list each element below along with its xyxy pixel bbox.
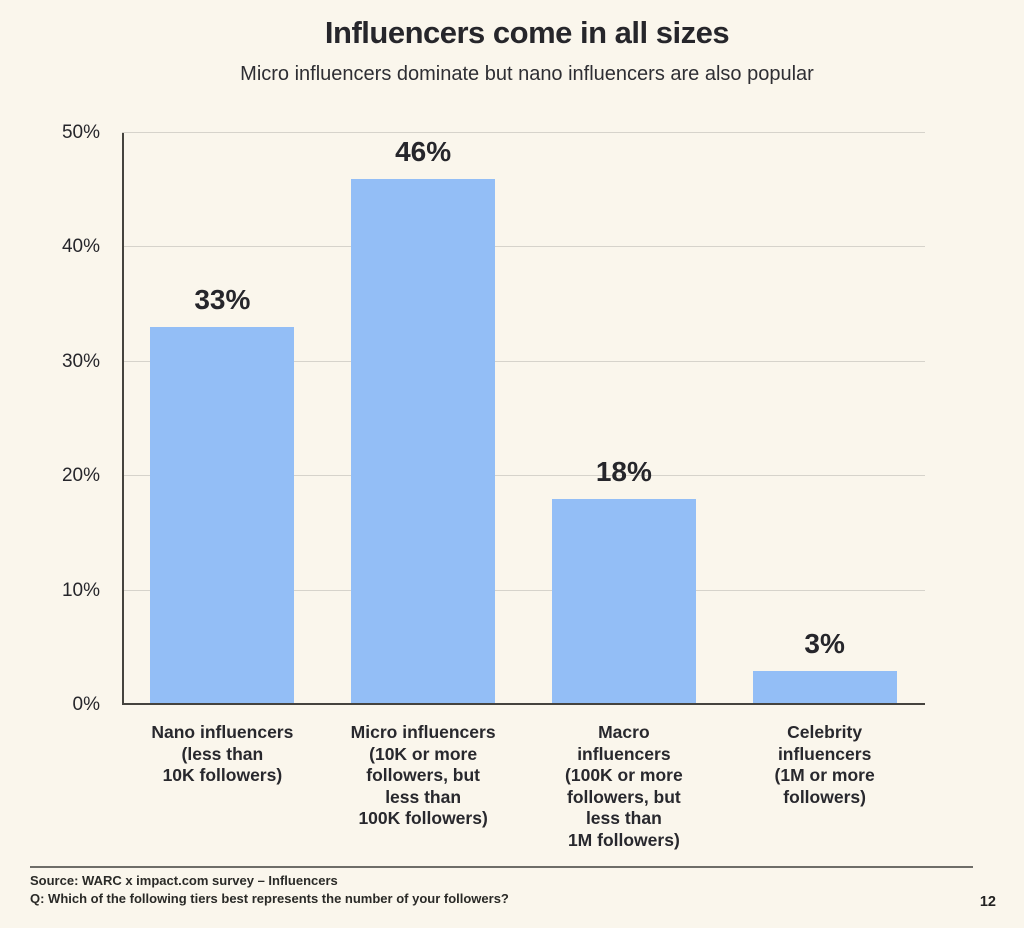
gridline-50: [122, 132, 925, 133]
bar-macro-influencers: [551, 499, 696, 705]
gridline-20: [122, 475, 925, 477]
gridline-30: [122, 360, 925, 362]
y-tick-label-30: 30%: [61, 350, 100, 372]
question-note: Q: Which of the following tiers best rep…: [30, 890, 509, 906]
bar-nano-influencers: [150, 327, 295, 705]
bar-value-label-micro-influencers: 46%: [395, 135, 452, 167]
footer-notes: Source: WARC x impact.com survey – Influ…: [30, 872, 509, 907]
y-axis-line: [122, 133, 124, 705]
footer-divider: [30, 866, 973, 868]
bar-slot-nano-influencers: 33%: [122, 133, 323, 705]
bar-value-label-nano-influencers: 33%: [194, 284, 251, 316]
page-number: 12: [979, 894, 996, 910]
y-tick-label-40: 40%: [61, 236, 100, 258]
chart-title: Influencers come in all sizes: [324, 15, 730, 50]
y-axis-tick-labels: 0% 10% 20% 30% 40% 50%: [0, 122, 100, 715]
bar-celebrity-influencers: [752, 670, 897, 705]
x-axis-category-labels: Nano influencers (less than 10K follower…: [122, 722, 925, 851]
chart-subtitle: Micro influencers dominate but nano infl…: [240, 63, 814, 85]
bar-value-label-celebrity-influencers: 3%: [804, 627, 845, 659]
x-label-micro-influencers: Micro influencers (10K or more followers…: [350, 722, 496, 828]
bar-value-label-macro-influencers: 18%: [595, 456, 652, 488]
y-tick-label-10: 10%: [61, 579, 100, 601]
y-tick-label-0: 0%: [72, 694, 100, 715]
gridline-40: [122, 246, 925, 248]
y-tick-label-50: 50%: [61, 122, 100, 143]
x-label-nano-influencers: Nano influencers (less than 10K follower…: [151, 722, 294, 785]
source-note: Source: WARC x impact.com survey – Influ…: [30, 873, 338, 888]
bar-slot-macro-influencers: 18%: [524, 133, 725, 705]
bar-micro-influencers: [351, 178, 496, 705]
gridline-0: [122, 703, 925, 705]
y-tick-label-20: 20%: [61, 465, 100, 487]
bar-slot-celebrity-influencers: 3%: [724, 133, 925, 705]
x-label-macro-influencers: Macro influencers (100K or more follower…: [565, 722, 683, 850]
bar-chart-plot-area: 33% 46% 18% 3%: [122, 132, 925, 705]
bar-slot-micro-influencers: 46%: [323, 133, 524, 705]
bars: 33% 46% 18% 3%: [122, 133, 925, 705]
x-label-celebrity-influencers: Celebrity influencers (1M or more follow…: [774, 722, 875, 807]
gridline-10: [122, 589, 925, 591]
